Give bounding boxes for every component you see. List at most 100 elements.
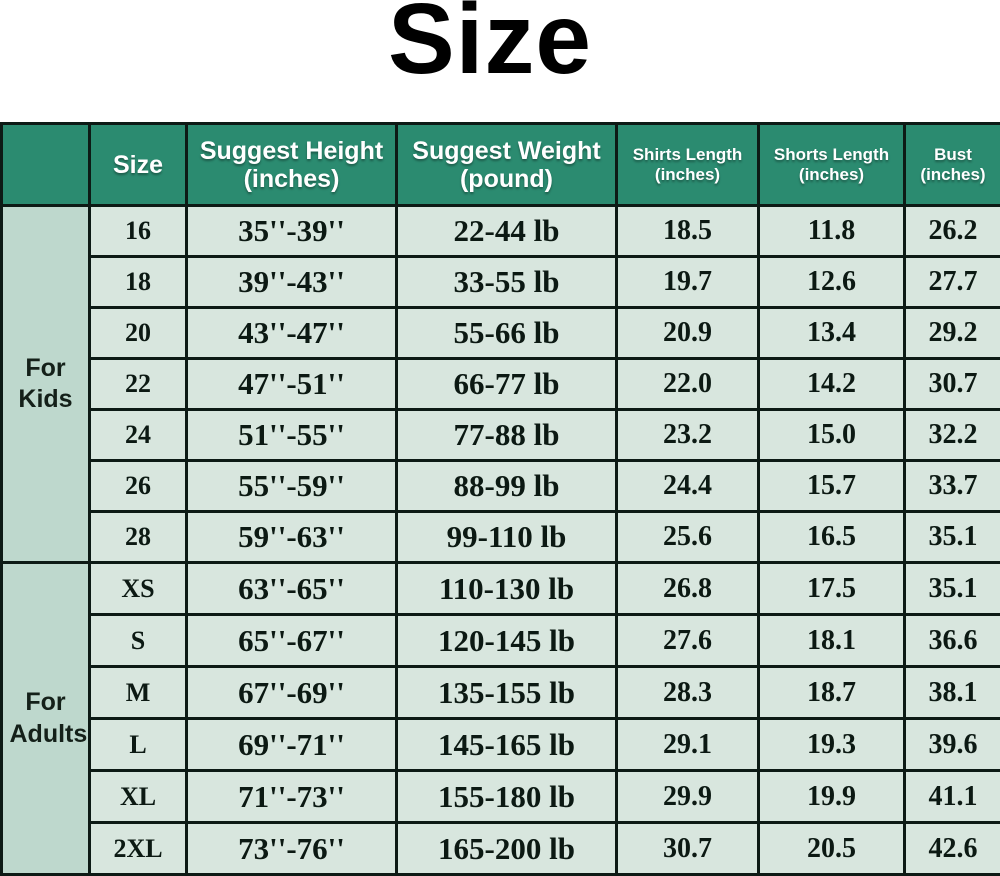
table-row: 2XL 73''-76'' 165-200 lb 30.7 20.5 42.6: [2, 821, 1000, 876]
cell-size: 2XL: [88, 821, 188, 876]
header-unit: (inches): [654, 164, 721, 184]
table-row: S 65''-67'' 120-145 lb 27.6 18.1 36.6: [2, 613, 1000, 668]
cell-size: M: [88, 665, 188, 720]
cell-shorts-length: 19.9: [757, 769, 906, 824]
cell-weight: 99-110 lb: [395, 510, 618, 564]
cell-shirts-length: 18.5: [615, 204, 760, 258]
cell-height: 73''-76'': [185, 821, 398, 876]
table-row: M 67''-69'' 135-155 lb 28.3 18.7 38.1: [2, 665, 1000, 720]
cell-shirts-length: 29.1: [615, 717, 760, 772]
group-label: For Adults: [9, 688, 88, 748]
header-label: Size: [112, 150, 164, 179]
table-row: For Kids 16 35''-39'' 22-44 lb 18.5 11.8…: [0, 204, 1000, 564]
cell-bust: 29.2: [903, 306, 1000, 360]
cell-shirts-length: 28.3: [615, 665, 760, 720]
cell-height: 65''-67'': [185, 613, 398, 668]
cell-shorts-length: 15.7: [757, 459, 906, 513]
cell-shirts-length: 19.7: [615, 255, 760, 309]
cell-height: 43''-47'': [185, 306, 398, 360]
table-row: 20 43''-47'' 55-66 lb 20.9 13.4 29.2: [2, 306, 1000, 360]
cell-size: 28: [88, 510, 188, 564]
cell-weight: 33-55 lb: [395, 255, 618, 309]
table-row: 28 59''-63'' 99-110 lb 25.6 16.5 35.1: [2, 510, 1000, 564]
cell-bust: 33.7: [903, 459, 1000, 513]
cell-shorts-length: 18.1: [757, 613, 906, 668]
cell-shirts-length: 26.8: [615, 561, 760, 616]
cell-shirts-length: 25.6: [615, 510, 760, 564]
cell-weight: 110-130 lb: [395, 561, 618, 616]
cell-shirts-length: 23.2: [615, 408, 760, 462]
cell-height: 35''-39'': [185, 204, 398, 258]
cell-size: 20: [88, 306, 188, 360]
size-chart-table: Size Suggest Height (inches) Suggest Wei…: [0, 122, 1000, 876]
table-row: For Adults XS 63''-65'' 110-130 lb 26.8 …: [0, 561, 1000, 876]
cell-bust: 35.1: [903, 510, 1000, 564]
cell-weight: 145-165 lb: [395, 717, 618, 772]
cell-size: 26: [88, 459, 188, 513]
header-cell-height: Suggest Height (inches): [185, 122, 398, 207]
cell-size: XL: [88, 769, 188, 824]
header-cell-corner: [0, 122, 91, 207]
header-cell-weight: Suggest Weight (pound): [395, 122, 618, 207]
header-label: Bust: [934, 145, 972, 165]
header-unit: (pound): [459, 164, 553, 193]
table-row: 24 51''-55'' 77-88 lb 23.2 15.0 32.2: [2, 408, 1000, 462]
cell-height: 51''-55'': [185, 408, 398, 462]
group-cell-kids: For Kids: [0, 204, 91, 564]
cell-height: 47''-51'': [185, 357, 398, 411]
cell-bust: 41.1: [903, 769, 1000, 824]
group-label: For Kids: [18, 353, 73, 413]
header-label: Shirts Length: [632, 145, 743, 165]
cell-weight: 77-88 lb: [395, 408, 618, 462]
cell-bust: 38.1: [903, 665, 1000, 720]
header-cell-size: Size: [88, 122, 188, 207]
cell-shorts-length: 11.8: [757, 204, 906, 258]
cell-weight: 135-155 lb: [395, 665, 618, 720]
cell-shorts-length: 12.6: [757, 255, 906, 309]
cell-bust: 42.6: [903, 821, 1000, 876]
cell-height: 69''-71'': [185, 717, 398, 772]
table-row: L 69''-71'' 145-165 lb 29.1 19.3 39.6: [2, 717, 1000, 772]
cell-shirts-length: 24.4: [615, 459, 760, 513]
cell-bust: 26.2: [903, 204, 1000, 258]
cell-shirts-length: 30.7: [615, 821, 760, 876]
cell-weight: 88-99 lb: [395, 459, 618, 513]
cell-weight: 120-145 lb: [395, 613, 618, 668]
cell-shirts-length: 20.9: [615, 306, 760, 360]
cell-bust: 32.2: [903, 408, 1000, 462]
cell-bust: 30.7: [903, 357, 1000, 411]
cell-size: 16: [88, 204, 188, 258]
cell-shorts-length: 13.4: [757, 306, 906, 360]
table-row: 18 39''-43'' 33-55 lb 19.7 12.6 27.7: [2, 255, 1000, 309]
cell-height: 59''-63'': [185, 510, 398, 564]
cell-size: S: [88, 613, 188, 668]
header-cell-bust: Bust (inches): [903, 122, 1000, 207]
cell-shorts-length: 16.5: [757, 510, 906, 564]
cell-shorts-length: 19.3: [757, 717, 906, 772]
cell-shirts-length: 22.0: [615, 357, 760, 411]
cell-shorts-length: 15.0: [757, 408, 906, 462]
cell-height: 63''-65'': [185, 561, 398, 616]
cell-weight: 55-66 lb: [395, 306, 618, 360]
cell-weight: 22-44 lb: [395, 204, 618, 258]
cell-weight: 66-77 lb: [395, 357, 618, 411]
cell-shorts-length: 18.7: [757, 665, 906, 720]
cell-shorts-length: 17.5: [757, 561, 906, 616]
table-row: 26 55''-59'' 88-99 lb 24.4 15.7 33.7: [2, 459, 1000, 513]
table-row: 22 47''-51'' 66-77 lb 22.0 14.2 30.7: [2, 357, 1000, 411]
header-cell-shorts-length: Shorts Length (inches): [757, 122, 906, 207]
cell-bust: 27.7: [903, 255, 1000, 309]
header-row: Size Suggest Height (inches) Suggest Wei…: [0, 122, 1000, 207]
header-unit: (inches): [798, 164, 865, 184]
cell-height: 55''-59'': [185, 459, 398, 513]
cell-size: 22: [88, 357, 188, 411]
cell-height: 71''-73'': [185, 769, 398, 824]
header-unit: (inches): [920, 164, 986, 184]
header-label: Shorts Length: [773, 145, 890, 165]
cell-shorts-length: 14.2: [757, 357, 906, 411]
header-cell-shirts-length: Shirts Length (inches): [615, 122, 760, 207]
cell-height: 39''-43'': [185, 255, 398, 309]
cell-bust: 36.6: [903, 613, 1000, 668]
cell-shorts-length: 20.5: [757, 821, 906, 876]
